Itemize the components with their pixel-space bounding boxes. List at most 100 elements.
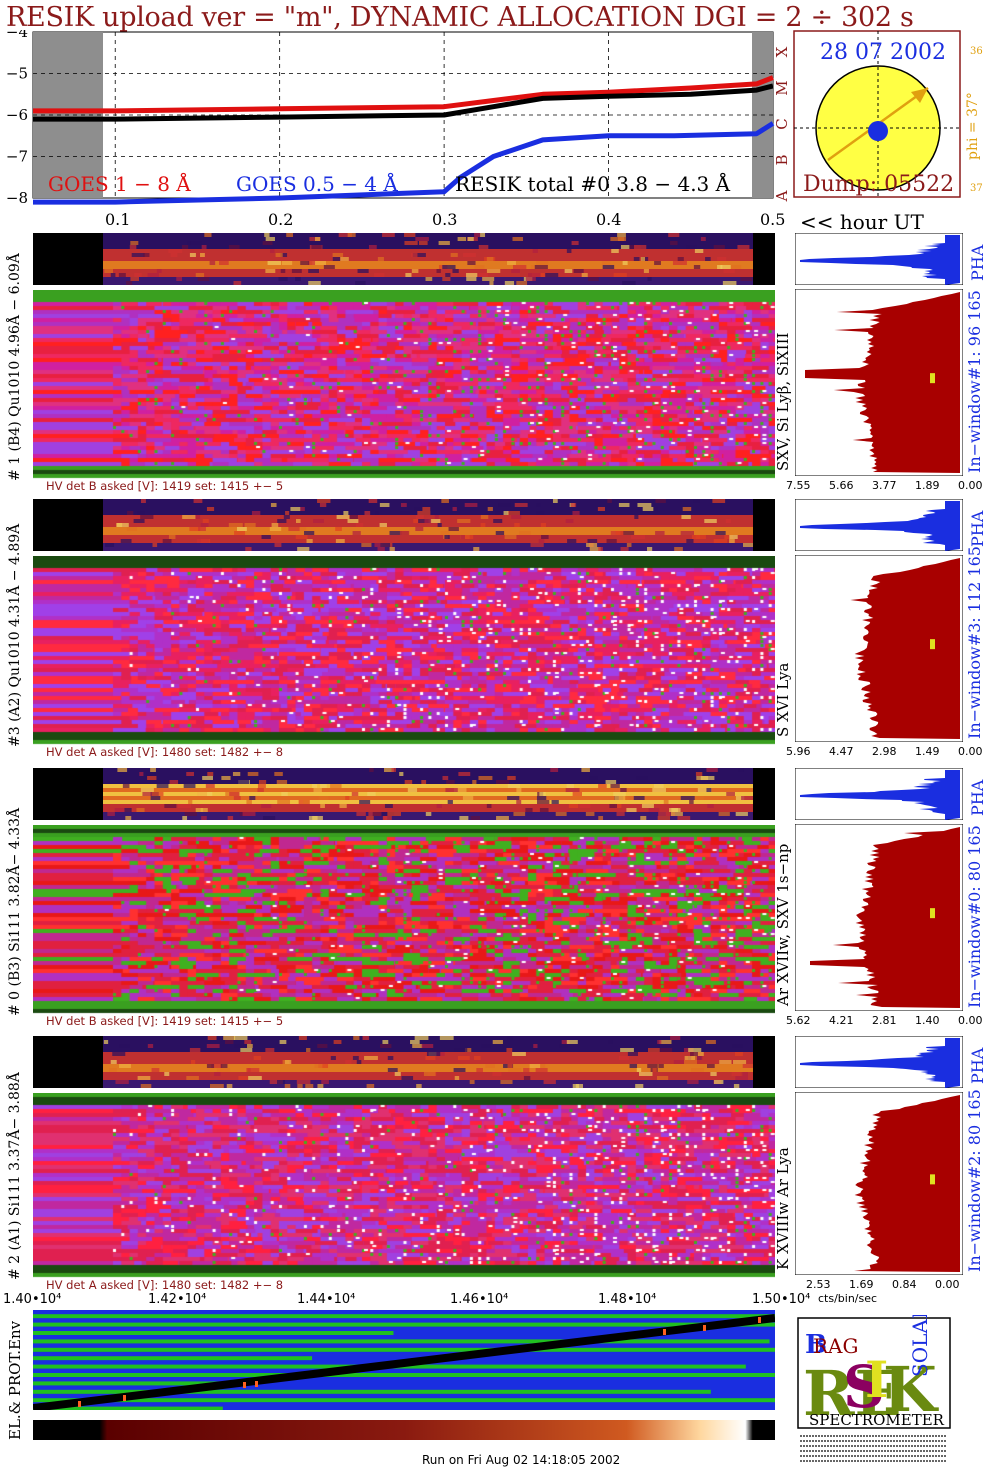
y-tick-label: −7 bbox=[6, 148, 28, 166]
spectrum-tick: 3.77 bbox=[872, 479, 897, 492]
resik-logo: B RAG RE S I K SOLAR SPECTROMETER bbox=[797, 1315, 951, 1465]
svg-text:SOLAR: SOLAR bbox=[908, 1315, 932, 1377]
series-line-1 bbox=[33, 121, 775, 205]
svg-text:I: I bbox=[865, 1350, 888, 1409]
hour-tick-label: 0.3 bbox=[432, 210, 458, 229]
in-window-label-0: In−window#1: 96 165 bbox=[965, 290, 984, 473]
series-line-0 bbox=[33, 75, 774, 114]
y-tick-label: −6 bbox=[6, 106, 28, 124]
channel-heatmap-0 bbox=[33, 290, 775, 481]
goes-class-label: B bbox=[773, 154, 791, 165]
sun-date: 28 07 2002 bbox=[820, 40, 946, 65]
window-marker bbox=[930, 908, 935, 919]
channel-strip-0 bbox=[33, 233, 775, 285]
pha-label-2: PHA bbox=[968, 779, 987, 816]
window-marker bbox=[930, 373, 935, 384]
flare-position-dot bbox=[868, 121, 888, 141]
page-title: RESIK upload ver = "m", DYNAMIC ALLOCATI… bbox=[6, 2, 914, 33]
svg-text:RAG: RAG bbox=[813, 1334, 858, 1358]
env-mark bbox=[255, 1381, 258, 1387]
spectrum-tick: 1.89 bbox=[915, 479, 940, 492]
y-tick-label: −8 bbox=[6, 189, 28, 207]
spectrum-panel-2 bbox=[795, 824, 963, 1011]
environment-panel bbox=[33, 1310, 775, 1410]
colour-scale-bar bbox=[33, 1420, 775, 1440]
svg-text:B: B bbox=[805, 1330, 827, 1360]
spectrum-tick: 1.49 bbox=[915, 745, 940, 758]
spectrum-tick: 0.00 bbox=[935, 1278, 960, 1291]
env-label: EL.& PROT.Env bbox=[6, 1320, 24, 1440]
pha-panel-1 bbox=[795, 499, 963, 551]
window-marker bbox=[930, 639, 935, 650]
hour-tick-label: 0.4 bbox=[596, 210, 622, 229]
spectrum-tick: 2.81 bbox=[872, 1014, 897, 1027]
pha-label-0: PHA bbox=[968, 244, 987, 281]
env-tick-label: 1.46•10⁴ bbox=[450, 1292, 509, 1307]
spectrum-tick: 5.62 bbox=[786, 1014, 811, 1027]
hv-status-1: HV det A asked [V]: 1480 set: 1482 +− 8 bbox=[46, 745, 284, 759]
y-tick-label: −4 bbox=[6, 30, 28, 41]
goes-class-label: M bbox=[773, 80, 791, 95]
spectrum-tick: 0.84 bbox=[892, 1278, 917, 1291]
svg-text:S: S bbox=[843, 1353, 885, 1421]
pha-label-1: PHA bbox=[968, 510, 987, 547]
spectral-line-label-0: SXV, Si Lyβ, SiXIII bbox=[774, 332, 792, 471]
spectrum-tick: 2.53 bbox=[806, 1278, 831, 1291]
spectrum-panel-1 bbox=[795, 555, 963, 742]
cts-label: cts/bin/sec bbox=[818, 1292, 878, 1305]
spectrum-tick: 2.98 bbox=[872, 745, 897, 758]
hv-status-0: HV det B asked [V]: 1419 set: 1415 +− 5 bbox=[46, 479, 284, 493]
env-tick-label: 1.48•10⁴ bbox=[598, 1292, 657, 1307]
spectrum-panel-0 bbox=[795, 289, 963, 476]
legend-goes-long: GOES 1 − 8 Å bbox=[48, 172, 191, 196]
env-tick-label: 1.40•10⁴ bbox=[3, 1292, 62, 1307]
env-mark bbox=[703, 1325, 706, 1331]
footer-run-info: Run on Fri Aug 02 14:18:05 2002 bbox=[422, 1453, 621, 1467]
channel-label-0: # 1 (B4) Qu1010 4.96Å − 6.09Å bbox=[7, 253, 23, 481]
env-tick-label: 1.42•10⁴ bbox=[148, 1292, 207, 1307]
pha-panel-3 bbox=[795, 1036, 963, 1088]
phi-label: phi = 37° bbox=[965, 92, 981, 160]
spectral-line-label-3: K XVIIIw Ar Lya bbox=[774, 1147, 792, 1270]
phi-top-value: 36 bbox=[970, 46, 983, 57]
spectrum-tick: 0.00 bbox=[958, 1014, 983, 1027]
channel-heatmap-3 bbox=[33, 1093, 775, 1280]
in-window-label-1: In−window#3: 112 165 bbox=[965, 546, 984, 739]
spectrum-tick: 5.96 bbox=[786, 745, 811, 758]
goes-class-label: C bbox=[773, 118, 791, 129]
env-mark bbox=[123, 1395, 126, 1401]
orbit-track bbox=[33, 1314, 775, 1410]
env-tick-label: 1.50•10⁴ bbox=[752, 1292, 811, 1307]
spectrum-tick: 1.69 bbox=[849, 1278, 874, 1291]
spectrum-panel-3 bbox=[795, 1092, 963, 1275]
env-mark bbox=[663, 1329, 666, 1335]
channel-label-1: #3 (A2) Qu1010 4.31Å − 4.89Å bbox=[7, 523, 23, 747]
spectrum-tick: 7.55 bbox=[786, 479, 811, 492]
pha-panel-2 bbox=[795, 768, 963, 820]
hv-status-2: HV det B asked [V]: 1419 set: 1415 +− 5 bbox=[46, 1014, 284, 1028]
pha-panel-0 bbox=[795, 233, 963, 285]
spectrum-tick: 5.66 bbox=[829, 479, 854, 492]
phi-bottom-value: 37 bbox=[970, 183, 983, 194]
light-curve-chart: −4 −5 −6 −7 −8 A B C M X bbox=[6, 30, 791, 207]
goes-class-label: X bbox=[773, 46, 791, 57]
spectrum-tick: 4.47 bbox=[829, 745, 854, 758]
dump-label: Dump: 05522 bbox=[803, 172, 955, 197]
window-marker bbox=[930, 1174, 935, 1185]
channel-heatmap-2 bbox=[33, 825, 775, 1016]
in-window-label-3: In−window#2: 80 165 bbox=[965, 1089, 984, 1272]
spectral-line-label-1: S XVI Lya bbox=[774, 662, 792, 737]
channel-heatmap-1 bbox=[33, 556, 775, 747]
env-tick-label: 1.44•10⁴ bbox=[297, 1292, 356, 1307]
goes-class-label: A bbox=[773, 190, 791, 202]
svg-text:K: K bbox=[883, 1353, 939, 1426]
hv-status-3: HV det A asked [V]: 1480 set: 1482 +− 8 bbox=[46, 1278, 284, 1292]
channel-label-2: # 0 (B3) Si111 3.82Å− 4.33Å bbox=[7, 807, 23, 1016]
pha-label-3: PHA bbox=[968, 1047, 987, 1084]
spectrum-tick: 0.00 bbox=[958, 745, 983, 758]
env-mark bbox=[78, 1401, 81, 1407]
env-mark bbox=[243, 1382, 246, 1388]
hour-tick-label: 0.5 bbox=[760, 210, 786, 229]
channel-label-3: # 2 (A1) Si111 3.37Å− 3.88Å bbox=[7, 1072, 23, 1280]
